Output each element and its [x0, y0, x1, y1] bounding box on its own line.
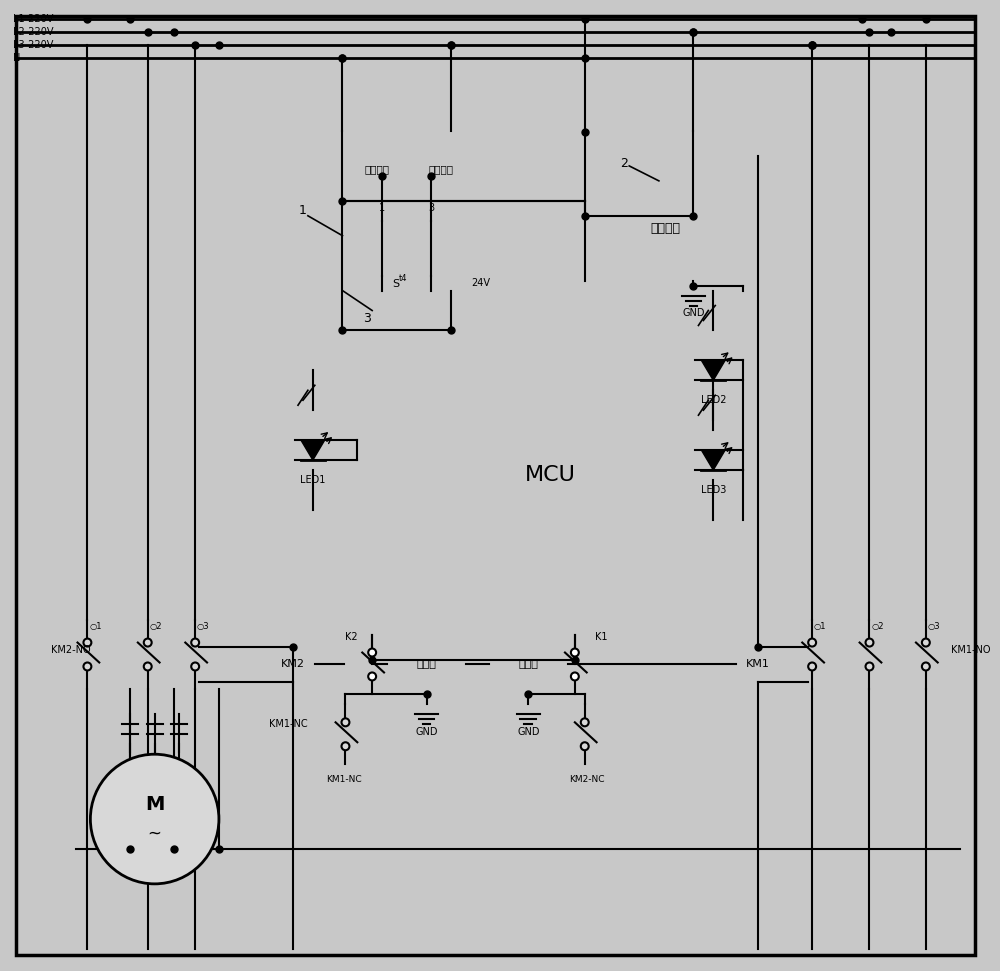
Circle shape [191, 662, 199, 670]
Circle shape [144, 639, 152, 647]
Text: 继电器: 继电器 [518, 659, 538, 669]
Text: 1: 1 [379, 203, 385, 214]
Bar [695, 330, 731, 390]
Text: 2: 2 [620, 157, 628, 171]
Text: ○3: ○3 [927, 622, 940, 631]
Text: KM1-NC: KM1-NC [269, 720, 308, 729]
Circle shape [342, 719, 349, 726]
Bar [295, 410, 331, 470]
Bar [76, 66, 960, 949]
Circle shape [144, 662, 152, 670]
Text: GND: GND [517, 727, 540, 737]
Circle shape [83, 639, 91, 647]
Text: KM2-NO: KM2-NO [51, 645, 90, 654]
Text: KM1-NO: KM1-NO [951, 645, 990, 654]
Text: 1: 1 [299, 204, 307, 218]
Text: KM2-NC: KM2-NC [569, 775, 604, 784]
Bar [382, 236, 412, 276]
Polygon shape [701, 451, 725, 470]
Circle shape [368, 649, 376, 656]
Bar [105, 715, 204, 744]
Text: LED1: LED1 [300, 475, 326, 486]
Bar [387, 650, 466, 680]
Circle shape [191, 639, 199, 647]
Bar [585, 176, 748, 281]
Circle shape [808, 662, 816, 670]
Bar [422, 196, 441, 220]
Text: 互电器: 互电器 [417, 659, 436, 669]
Circle shape [922, 639, 930, 647]
Text: K2: K2 [345, 631, 357, 642]
Text: ○3: ○3 [197, 622, 209, 631]
Text: S: S [392, 279, 399, 288]
Text: L1-220V: L1-220V [13, 15, 54, 24]
Circle shape [90, 754, 219, 884]
Text: KM1: KM1 [746, 659, 770, 669]
Bar [273, 176, 802, 689]
Circle shape [922, 662, 930, 670]
Bar [695, 420, 731, 480]
Text: 24V: 24V [471, 278, 490, 287]
Polygon shape [701, 360, 725, 381]
Text: GND: GND [415, 727, 438, 737]
Text: LED3: LED3 [701, 485, 726, 495]
Text: 电源模块: 电源模块 [651, 222, 681, 235]
Text: 正吹信号: 正吹信号 [429, 164, 454, 174]
Circle shape [368, 673, 376, 681]
Polygon shape [301, 440, 325, 460]
Text: K1: K1 [595, 631, 607, 642]
Bar [736, 647, 780, 683]
Text: KM1-NC: KM1-NC [326, 775, 361, 784]
Bar [372, 196, 392, 220]
Bar [271, 647, 315, 683]
Circle shape [866, 639, 873, 647]
Text: N: N [13, 53, 21, 63]
Text: 3: 3 [428, 203, 435, 214]
Circle shape [342, 742, 349, 751]
Circle shape [571, 649, 579, 656]
Text: KM2: KM2 [281, 659, 305, 669]
Text: 3: 3 [363, 312, 371, 325]
Bar [489, 650, 568, 680]
Text: GND: GND [682, 309, 705, 318]
Circle shape [581, 719, 589, 726]
Text: L2-220V: L2-220V [13, 27, 54, 37]
Text: ~: ~ [148, 825, 162, 843]
Circle shape [83, 662, 91, 670]
Text: ○1: ○1 [814, 622, 826, 631]
Bar [234, 131, 837, 899]
Circle shape [866, 662, 873, 670]
Text: M: M [145, 794, 164, 814]
Text: LED2: LED2 [701, 395, 726, 405]
Text: 反吹信号: 反吹信号 [365, 164, 390, 174]
Bar [357, 290, 743, 659]
Text: ○2: ○2 [871, 622, 884, 631]
Circle shape [808, 639, 816, 647]
Text: L3-220V: L3-220V [13, 40, 54, 50]
Circle shape [581, 742, 589, 751]
Text: ○1: ○1 [89, 622, 102, 631]
Text: t4: t4 [399, 274, 407, 284]
Text: ○2: ○2 [149, 622, 162, 631]
Circle shape [571, 673, 579, 681]
Text: MCU: MCU [525, 465, 576, 486]
